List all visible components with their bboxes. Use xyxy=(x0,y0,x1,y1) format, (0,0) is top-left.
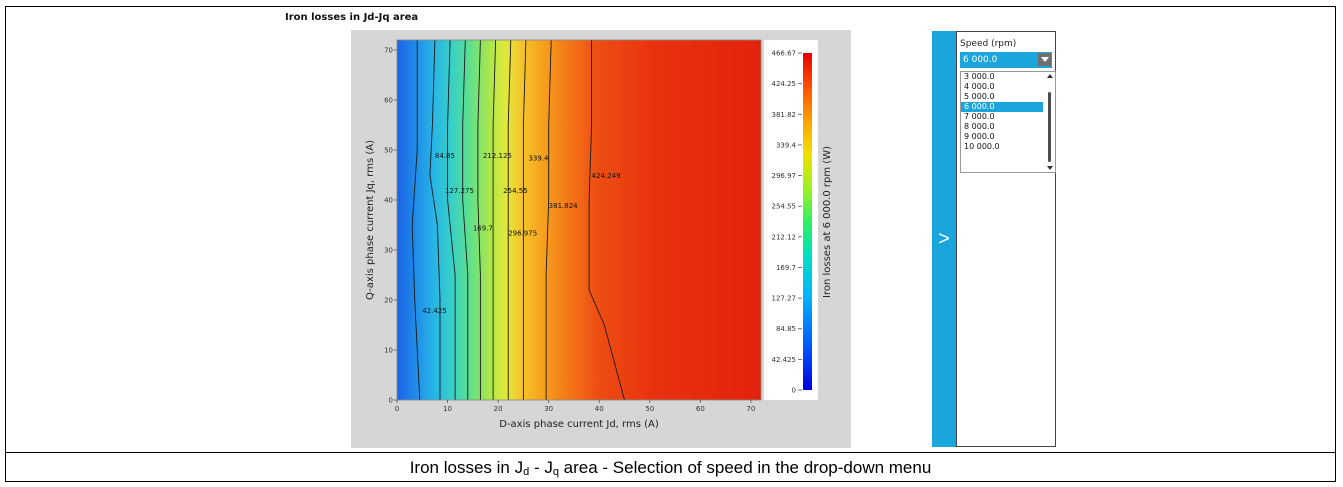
colorbar-tick-label-8: 339.4 xyxy=(776,141,797,149)
colorbar-tick-label-2: 84.85 xyxy=(776,325,796,333)
figure-caption: Iron losses in Jd - Jq area - Selection … xyxy=(409,458,932,478)
colorbar-tick-label-11: 466.67 xyxy=(772,50,797,58)
speed-options: 3 000.0 4 000.0 5 000.0 6 000.0 7 000.0 8 000… xyxy=(961,72,1043,152)
speed-option[interactable]: 9 000.0 xyxy=(964,132,995,141)
contour-label-8: 381.824 xyxy=(549,202,578,210)
contour-label-1: 84.85 xyxy=(435,152,455,160)
speed-list-scrollbar[interactable] xyxy=(1046,74,1053,170)
scroll-thumb[interactable] xyxy=(1048,92,1051,162)
y-axis-label: Q-axis phase current Jq, rms (A) xyxy=(365,140,376,300)
y-tick-label-1: 10 xyxy=(384,347,393,355)
speed-label: Speed (rpm) xyxy=(960,39,1017,49)
plot-border xyxy=(396,39,762,401)
speed-option[interactable]: 8 000.0 xyxy=(964,122,995,131)
y-tick-label-0: 0 xyxy=(389,397,393,405)
contour-label-7: 339.4 xyxy=(528,155,549,163)
iron-losses-chart: 42.425 84.85 127.275 169.7 212.125 254.55 296.… xyxy=(365,39,833,430)
caption-divider xyxy=(5,452,1336,453)
contour-line-5 xyxy=(492,39,497,400)
contour-line-1 xyxy=(429,39,441,400)
speed-option[interactable]: 7 000.0 xyxy=(964,112,995,121)
x-axis-label: D-axis phase current Jd, rms (A) xyxy=(499,419,659,430)
contour-label-3: 169.7 xyxy=(473,225,493,233)
contour-label-9: 424.249 xyxy=(592,172,621,180)
speed-dropdown[interactable]: 6 000.0 xyxy=(960,52,1052,68)
y-tick-label-4: 40 xyxy=(384,197,393,205)
colorbar-tick-label-10: 424.25 xyxy=(772,80,797,88)
colorbar-tick-label-4: 169.7 xyxy=(776,264,796,272)
colorbar-tick-label-3: 127.27 xyxy=(772,295,797,303)
colorbar-tick-label-9: 381.82 xyxy=(772,111,797,119)
contour-label-5: 254.55 xyxy=(503,187,528,195)
contour-line-0 xyxy=(411,40,421,401)
speed-option[interactable]: 4 000.0 xyxy=(964,82,995,91)
y-tick-label-2: 20 xyxy=(384,297,393,305)
figure-frame xyxy=(5,6,1336,482)
colorbar-tick-label-1: 42.425 xyxy=(772,356,797,364)
contour-line-8 xyxy=(545,39,552,400)
x-tick-label-4: 40 xyxy=(595,405,604,413)
chart-title: Iron losses in Jd-Jq area xyxy=(285,12,419,23)
contour-label-4: 212.125 xyxy=(483,152,512,160)
contour-labels: 42.425 84.85 127.275 169.7 212.125 254.55 296.… xyxy=(422,152,620,315)
speed-option[interactable]: 3 000.0 xyxy=(964,72,995,81)
chevron-right-icon: > xyxy=(938,228,950,250)
contour-line-7 xyxy=(522,39,527,400)
x-tick-label-1: 10 xyxy=(443,405,452,413)
colorbar-tick-label-6: 254.55 xyxy=(772,203,797,211)
x-tick-label-6: 60 xyxy=(696,405,705,413)
speed-option[interactable]: 6 000.0 xyxy=(961,102,1043,112)
chevron-down-icon[interactable] xyxy=(1038,53,1051,66)
x-tick-label-2: 20 xyxy=(494,405,503,413)
speed-option[interactable]: 10 000.0 xyxy=(964,142,1000,151)
panel-toggle-button[interactable]: > xyxy=(932,31,956,447)
contour-line-6 xyxy=(507,39,512,400)
colorbar xyxy=(803,53,812,390)
contour-line-4 xyxy=(477,39,481,400)
speed-selected-value: 6 000.0 xyxy=(963,55,998,65)
y-tick-label-6: 60 xyxy=(384,97,393,105)
speed-option[interactable]: 5 000.0 xyxy=(964,92,995,101)
colorbar-tick-label-5: 212.12 xyxy=(772,233,797,241)
scroll-up-icon[interactable] xyxy=(1047,74,1053,78)
contour-lines xyxy=(411,39,625,401)
colorbar-label: Iron losses at 6 000.0 rpm (W) xyxy=(822,146,833,298)
colorbar-tick-label-0: 0 xyxy=(792,387,796,395)
scroll-down-icon[interactable] xyxy=(1047,166,1053,170)
x-tick-label-0: 0 xyxy=(395,405,399,413)
heatmap-area xyxy=(397,40,761,400)
speed-options-list[interactable]: 3 000.0 4 000.0 5 000.0 6 000.0 7 000.0 8 000… xyxy=(960,71,1056,173)
x-tick-label-5: 50 xyxy=(645,405,654,413)
x-tick-label-7: 70 xyxy=(746,405,755,413)
y-tick-label-5: 50 xyxy=(384,147,393,155)
contour-label-6: 296.975 xyxy=(508,230,537,238)
colorbar-tick-label-7: 296.97 xyxy=(772,172,797,180)
contour-line-2 xyxy=(447,39,456,400)
x-tick-label-3: 30 xyxy=(544,405,553,413)
contour-label-0: 42.425 xyxy=(422,307,447,315)
y-tick-label-3: 30 xyxy=(384,247,393,255)
contour-line-3 xyxy=(462,39,469,400)
y-tick-label-7: 70 xyxy=(384,47,393,55)
y-axis-ticks: 0 10 20 30 40 50 60 70 xyxy=(384,47,397,405)
contour-label-2: 127.275 xyxy=(445,187,474,195)
colorbar-ticks: 0 42.425 84.85 127.27 169.7 212.12 254.55 296.9… xyxy=(772,50,802,395)
contour-line-9 xyxy=(588,40,625,401)
x-axis-ticks: 0 10 20 30 40 50 60 70 xyxy=(395,400,755,413)
